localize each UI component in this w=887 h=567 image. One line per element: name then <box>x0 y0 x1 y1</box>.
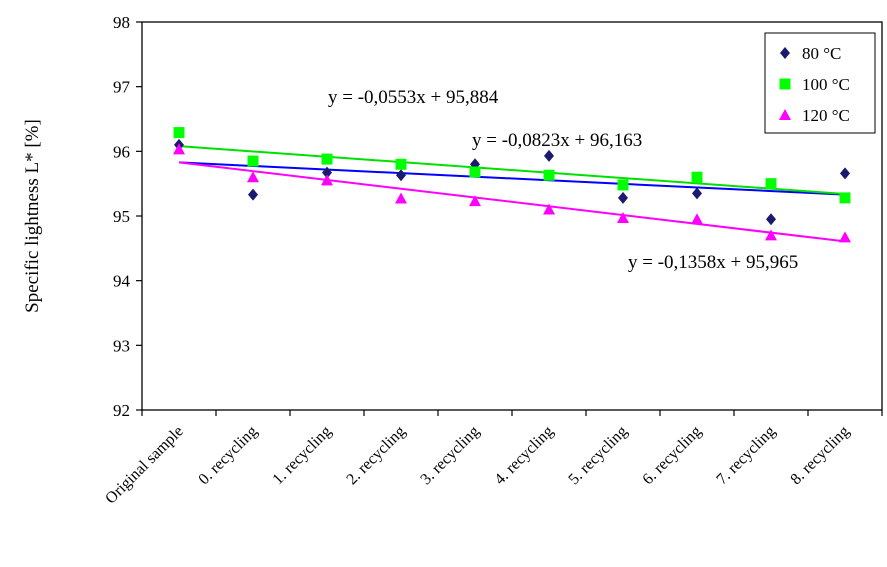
x-category-label: 3. recycling <box>417 423 482 488</box>
data-point <box>692 187 702 200</box>
y-tick-label: 96 <box>113 142 130 161</box>
trendline-equations: y = -0,0553x + 95,884 y = -0,0823x + 96,1… <box>328 87 798 273</box>
y-tick-label: 93 <box>113 336 130 355</box>
trendline-equation: y = -0,0553x + 95,884 <box>328 87 499 108</box>
data-point <box>322 166 332 179</box>
data-point <box>618 191 628 204</box>
data-point <box>247 155 259 167</box>
y-tick-label: 92 <box>113 401 130 420</box>
trendline-equation: y = -0,1358x + 95,965 <box>628 252 798 273</box>
y-tick-label: 95 <box>113 207 130 226</box>
data-point <box>765 178 777 190</box>
data-point <box>469 195 481 207</box>
data-point <box>765 229 777 241</box>
y-tick-label: 97 <box>113 78 131 97</box>
data-point <box>617 179 629 191</box>
trendline <box>178 145 846 196</box>
trendline <box>178 161 846 196</box>
data-point <box>766 213 776 226</box>
y-tick-label: 94 <box>113 272 131 291</box>
trendlines <box>178 145 846 243</box>
legend-marker <box>779 78 791 90</box>
data-point <box>321 153 333 165</box>
data-point <box>691 213 703 225</box>
data-point <box>396 169 406 182</box>
legend-marker <box>779 109 791 120</box>
data-point <box>543 203 555 215</box>
trendline <box>178 161 846 243</box>
x-category-label: 2. recycling <box>343 423 408 488</box>
data-point <box>248 188 258 201</box>
legend: 80 °C 100 °C 120 °C <box>764 32 876 134</box>
x-category-label: 1. recycling <box>269 423 334 488</box>
y-tick-label: 98 <box>113 13 130 32</box>
data-point <box>840 167 850 180</box>
data-point <box>617 211 629 223</box>
trendline-equation: y = -0,0823x + 96,163 <box>472 130 642 151</box>
data-point <box>173 127 185 139</box>
x-category-label: 8. recycling <box>787 423 852 488</box>
x-category-label: 5. recycling <box>565 423 630 488</box>
data-point <box>544 149 554 162</box>
data-point <box>395 158 407 170</box>
x-category-label: 6. recycling <box>639 423 704 488</box>
legend-label: 100 °C <box>802 75 850 94</box>
x-category-label: 0. recycling <box>195 423 260 488</box>
data-point <box>839 192 851 204</box>
data-point <box>395 192 407 204</box>
legend-label: 80 °C <box>802 44 841 63</box>
data-point <box>839 231 851 243</box>
data-point <box>321 174 333 186</box>
data-point <box>469 166 481 178</box>
legend-label: 120 °C <box>802 106 850 125</box>
data-point <box>173 143 185 155</box>
x-category-label: 4. recycling <box>491 423 556 488</box>
data-point <box>543 169 555 181</box>
data-points <box>173 127 851 243</box>
y-axis-label: Specific lightness L* [%] <box>22 119 43 313</box>
x-category-label: Original sample <box>102 423 187 508</box>
x-category-label: 7. recycling <box>713 423 778 488</box>
data-point <box>691 171 703 183</box>
data-point <box>247 171 259 183</box>
legend-marker <box>780 47 790 59</box>
